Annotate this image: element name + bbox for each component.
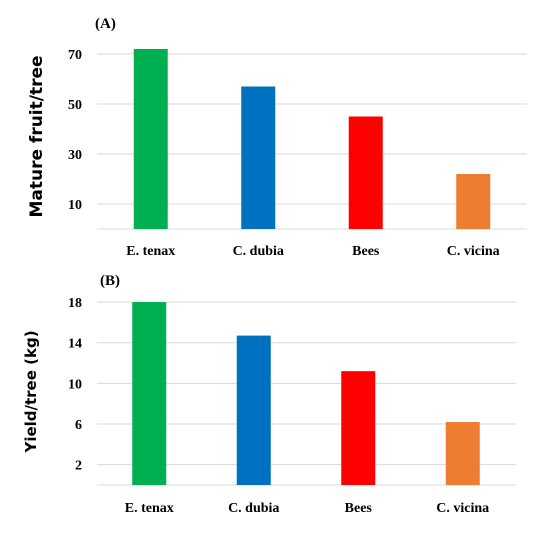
panel-a-y-tick-label: 70 bbox=[68, 48, 82, 63]
panel-b-y-tick-label: 18 bbox=[68, 296, 82, 311]
panel-a-bar-4 bbox=[456, 174, 491, 229]
panel-a-y-tick-label: 30 bbox=[68, 148, 82, 163]
panel-a-y-tick-label: 50 bbox=[68, 98, 82, 113]
panel-a-y-axis-title: Mature fruit/tree bbox=[27, 55, 47, 217]
panel-b-y-axis-title: Yield/tree (kg) bbox=[22, 330, 40, 453]
panel-a-bar-2 bbox=[241, 86, 276, 229]
panel-b-bar-4 bbox=[445, 421, 480, 485]
panel-b-y-tick-label: 2 bbox=[75, 459, 82, 474]
panel-b-y-tick-label: 14 bbox=[68, 337, 82, 352]
panel-b-y-tick-label: 10 bbox=[68, 377, 82, 392]
panel-b-category-label: C. vicina bbox=[436, 501, 489, 516]
panel-b-label: (B) bbox=[100, 273, 120, 289]
panel-a-category-label: C. dubia bbox=[233, 244, 284, 259]
panel-a-bar-3 bbox=[348, 116, 383, 229]
panel-a-bar-1 bbox=[133, 49, 168, 229]
panel-b-bar-3 bbox=[341, 371, 376, 485]
panel-a-y-tick-label: 10 bbox=[68, 198, 82, 213]
panel-a-label: (A) bbox=[95, 16, 116, 32]
panel-b-bar-1 bbox=[132, 302, 167, 485]
panel-a-category-label: C. vicina bbox=[447, 244, 500, 259]
panel-a-category-label: E. tenax bbox=[126, 244, 175, 259]
panel-a-category-label: Bees bbox=[352, 244, 380, 259]
panel-b-y-tick-label: 6 bbox=[75, 418, 82, 433]
panel-b-category-label: Bees bbox=[345, 501, 373, 516]
panel-b-category-label: C. dubia bbox=[228, 501, 279, 516]
panel-b-category-label: E. tenax bbox=[125, 501, 174, 516]
panel-b-bar-2 bbox=[236, 335, 271, 485]
